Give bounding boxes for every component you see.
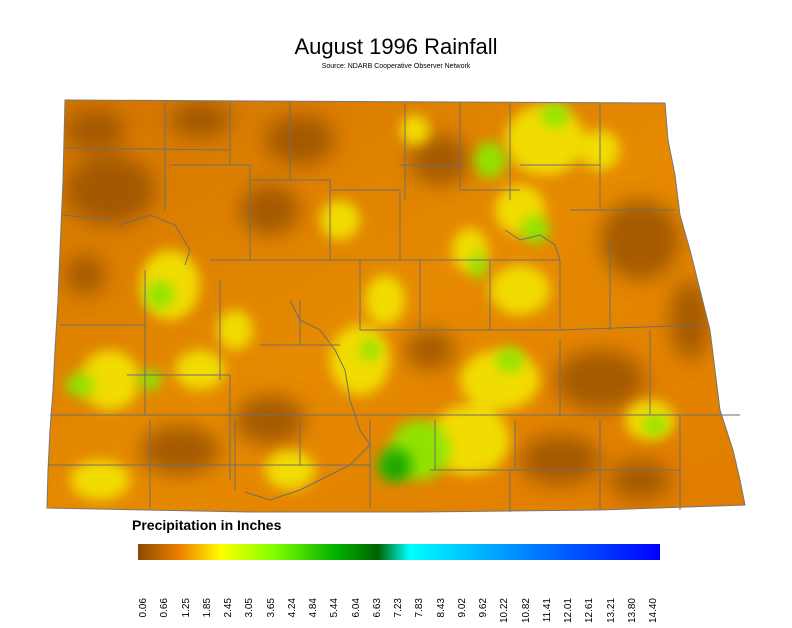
legend-tick-label: 0.66	[159, 598, 171, 618]
legend-tick-label: 3.65	[265, 598, 277, 618]
legend-tick-label: 12.01	[563, 598, 574, 624]
legend-tick-label: 9.02	[456, 598, 468, 618]
precipitation-field	[47, 100, 745, 512]
legend-tick-label: 1.85	[201, 598, 213, 618]
legend-title: Precipitation in Inches	[132, 517, 282, 533]
legend-tick-label: 14.40	[648, 598, 659, 624]
legend-tick-label: 0.06	[138, 598, 149, 618]
legend-tick-label: 4.84	[308, 598, 319, 618]
legend-tick-label: 6.63	[371, 598, 383, 618]
map-title: August 1996 Rainfall	[294, 34, 498, 59]
legend-tick-label: 3.05	[244, 598, 256, 618]
legend-tick-label: 10.82	[520, 598, 532, 624]
legend-tick-label: 1.25	[180, 598, 192, 618]
legend-tick-label: 9.62	[478, 598, 489, 618]
state-outline	[46, 99, 746, 513]
peak-patch	[377, 447, 413, 483]
legend-tick-label: 2.45	[223, 598, 234, 618]
legend-tick-label: 5.44	[329, 598, 341, 618]
legend-colorbar	[138, 544, 660, 560]
legend-tick-label: 10.22	[499, 598, 511, 624]
rainfall-map	[46, 99, 746, 513]
legend-tick-label: 13.21	[605, 598, 617, 624]
legend-tick-label: 6.04	[350, 598, 362, 618]
legend-tick-label: 11.41	[541, 598, 553, 623]
county-boundaries	[48, 102, 740, 512]
map-subtitle: Source: NDARB Cooperative Observer Netwo…	[321, 63, 471, 70]
legend-tick-label: 12.61	[584, 598, 596, 624]
legend-tick-label: 7.23	[393, 598, 404, 618]
legend-tick-label: 8.43	[435, 598, 447, 618]
legend-tick-label: 13.80	[626, 598, 638, 624]
legend-tick-label: 7.83	[414, 598, 426, 618]
legend-tick-label: 4.24	[286, 598, 298, 618]
